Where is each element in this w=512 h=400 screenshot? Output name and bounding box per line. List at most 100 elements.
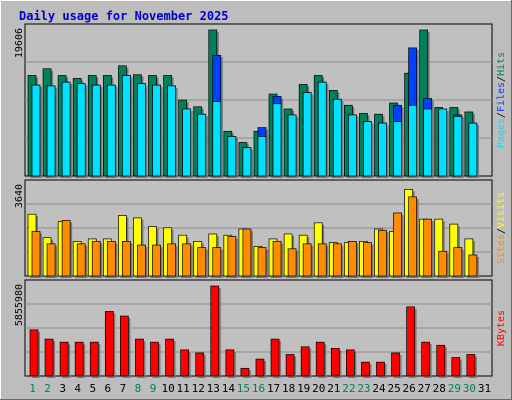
kbytes-bar [315, 341, 325, 377]
sites-bar [212, 247, 222, 277]
legend-1: Sites/Visits [496, 192, 507, 264]
day-label: 25 [387, 382, 400, 395]
pages-bar [242, 147, 252, 177]
kbytes-bar [74, 341, 84, 377]
y-max-tick: 3640 [14, 184, 25, 208]
kbytes-bar [270, 338, 280, 377]
kbytes-bar [120, 315, 129, 377]
kbytes-bar [346, 349, 355, 377]
pages-bar [46, 85, 56, 177]
pages-bar [348, 114, 357, 177]
sites-bar [468, 254, 478, 277]
pages-bar [212, 101, 222, 177]
sites-bar [91, 241, 101, 277]
day-label: 1 [29, 382, 36, 395]
kbytes-bar [150, 341, 159, 377]
pages-bar [182, 108, 191, 177]
pages-bar [137, 83, 146, 177]
y-max-tick: 5855980 [14, 284, 25, 326]
kbytes-bar [421, 341, 431, 377]
legend-entry-kbytes: KBytes [496, 310, 507, 346]
kbytes-bar [165, 338, 174, 377]
day-label: 22 [342, 382, 355, 395]
pages-bar [227, 136, 237, 177]
pages-bar [61, 81, 71, 177]
day-label: 9 [150, 382, 157, 395]
sites-bar [438, 250, 448, 277]
pages-bar [167, 85, 176, 177]
pages-bar [378, 122, 387, 177]
day-label: 15 [237, 382, 250, 395]
sites-bar [363, 242, 372, 277]
sites-bar [122, 241, 131, 277]
day-label: 17 [267, 382, 280, 395]
sites-bar [393, 212, 402, 277]
day-label: 10 [161, 382, 174, 395]
kbytes-bar [59, 341, 69, 377]
day-label: 30 [463, 382, 476, 395]
kbytes-bar [180, 349, 189, 377]
day-label: 3 [59, 382, 66, 395]
sites-bar [257, 247, 267, 277]
pages-bar [302, 92, 312, 177]
day-label: 8 [135, 382, 142, 395]
sites-bar [227, 236, 237, 277]
sites-bar [453, 247, 463, 277]
day-label: 14 [222, 382, 236, 395]
sites-bar [137, 244, 146, 277]
kbytes-bar [225, 349, 235, 377]
pages-bar [76, 83, 86, 177]
pages-bar [287, 114, 297, 177]
day-label: 2 [44, 382, 51, 395]
sites-bar [182, 243, 191, 277]
pages-bar [332, 98, 342, 177]
day-label: 24 [372, 382, 386, 395]
day-label: 6 [105, 382, 112, 395]
sites-bar [272, 241, 282, 277]
sites-bar [317, 243, 327, 277]
sites-bar [332, 243, 342, 277]
legend-0: Pages/Files/Hits [496, 52, 507, 148]
day-label: 12 [192, 382, 205, 395]
pages-bar [393, 121, 402, 177]
y-max-tick: 19606 [14, 28, 25, 58]
sites-bar [348, 241, 357, 277]
day-label: 31 [478, 382, 491, 395]
day-label: 18 [282, 382, 295, 395]
sites-bar [61, 220, 71, 277]
legend-entry-sites: Sites [496, 234, 507, 264]
sites-bar [106, 241, 116, 277]
pages-bar [408, 104, 417, 177]
kbytes-bar [255, 358, 265, 377]
day-label: 7 [120, 382, 127, 395]
day-label: 4 [74, 382, 81, 395]
legend-separator: / [496, 228, 507, 234]
kbytes-bar [104, 311, 114, 377]
kbytes-bar [361, 361, 370, 377]
kbytes-bar [210, 285, 220, 377]
day-label: 21 [327, 382, 340, 395]
sites-bar [152, 244, 161, 277]
pages-bar [122, 75, 131, 177]
day-label: 29 [448, 382, 461, 395]
sites-bar [378, 229, 387, 277]
day-label: 26 [403, 382, 416, 395]
pages-bar [91, 84, 101, 177]
sites-bar [197, 247, 207, 277]
day-label: 27 [418, 382, 431, 395]
pages-bar [152, 84, 161, 177]
day-label: 13 [207, 382, 220, 395]
pages-bar [363, 121, 372, 177]
legend-2: KBytes [496, 310, 507, 346]
day-label: 19 [297, 382, 310, 395]
kbytes-bar [195, 352, 205, 377]
pages-bar [423, 108, 433, 177]
day-label: 28 [433, 382, 446, 395]
kbytes-bar [29, 329, 39, 377]
legend-entry-pages: Pages [496, 118, 507, 148]
pages-bar [438, 108, 448, 177]
sites-bar [287, 248, 297, 277]
kbytes-bar [436, 344, 446, 377]
legend-entry-visits: Visits [496, 192, 507, 228]
